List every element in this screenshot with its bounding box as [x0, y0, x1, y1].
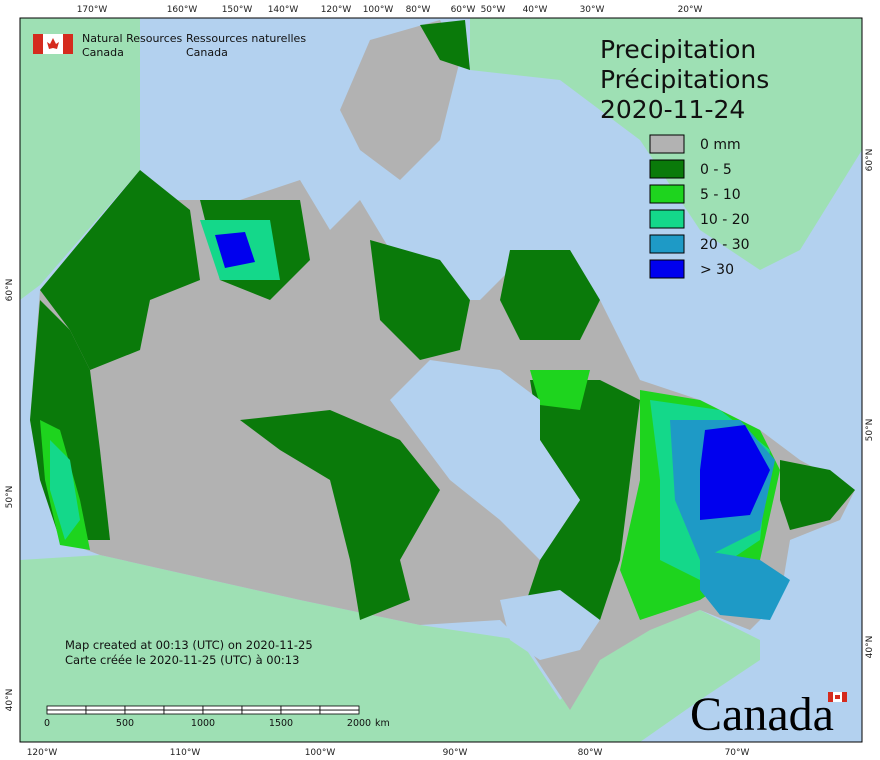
latitude-label: 60°N [865, 149, 875, 172]
scale-segment [280, 705, 321, 711]
longitude-label: 30°W [580, 5, 605, 15]
scale-segment [319, 709, 360, 715]
legend-swatch [649, 259, 685, 279]
legend-label: 0 - 5 [700, 162, 732, 178]
legend-label: 10 - 20 [700, 212, 750, 228]
longitude-label: 150°W [222, 5, 253, 15]
longitude-label: 80°W [406, 5, 431, 15]
longitude-label: 120°W [27, 748, 58, 758]
map-frame [19, 17, 863, 743]
longitude-label: 20°W [678, 5, 703, 15]
longitude-label: 40°W [523, 5, 548, 15]
longitude-label: 110°W [170, 748, 201, 758]
scale-segment [85, 705, 126, 711]
scale-segment [241, 705, 282, 711]
legend-swatch [649, 159, 685, 179]
scale-segment [163, 709, 204, 715]
scale-label: 1000 [191, 718, 215, 729]
longitude-label: 60°W [451, 5, 476, 15]
legend-label: 5 - 10 [700, 187, 741, 203]
org-name-fr: Ressources naturelles [186, 32, 306, 45]
scale-segment [85, 709, 126, 715]
scale-segment [163, 705, 204, 711]
zone-0-5 [420, 20, 470, 70]
scale-label: 2000 [347, 718, 371, 729]
zone-0-5 [500, 250, 600, 340]
alaska [20, 18, 140, 300]
scale-label: 1500 [269, 718, 293, 729]
longitude-label: 120°W [321, 5, 352, 15]
latitude-label: 50°N [865, 419, 875, 442]
latitude-label: 50°N [5, 486, 15, 509]
scale-segment [124, 705, 165, 711]
canada-wordmark: Canada [690, 688, 834, 741]
longitude-label: 90°W [443, 748, 468, 758]
scale-label: 0 [44, 718, 50, 729]
zone-over-30 [700, 425, 770, 520]
scale-segment [202, 709, 243, 715]
arctic-islands [340, 20, 460, 180]
zone-20-30 [700, 550, 790, 620]
zone-5-10 [530, 370, 590, 410]
scale-label: 500 [116, 718, 134, 729]
legend-swatch [649, 134, 685, 154]
longitude-label: 100°W [305, 748, 336, 758]
scale-segment [124, 709, 165, 715]
longitude-label: 100°W [363, 5, 394, 15]
map-date: 2020-11-24 [600, 95, 745, 124]
graticule-labels: 170°W 160°W 150°W 140°W 120°W 100°W 80°W 60°W 50… [5, 5, 875, 758]
zone-over-30 [215, 232, 255, 268]
legend-label: 0 mm [700, 137, 741, 153]
legend-swatch [649, 209, 685, 229]
legend-swatch [649, 234, 685, 254]
longitude-label: 80°W [578, 748, 603, 758]
longitude-label: 160°W [167, 5, 198, 15]
scale-segment [46, 705, 87, 711]
great-lakes [500, 590, 600, 660]
longitude-label: 170°W [77, 5, 108, 15]
hudson-bay [390, 360, 580, 560]
scale-segment [46, 709, 87, 715]
zone-0-5 [780, 460, 855, 530]
scale-segment [319, 705, 360, 711]
longitude-label: 70°W [725, 748, 750, 758]
org-name-en: Natural Resources [82, 32, 183, 45]
zone-10-20 [50, 440, 80, 540]
longitude-label: 50°W [481, 5, 506, 15]
latitude-label: 40°N [5, 689, 15, 712]
title-fr: Précipitations [600, 65, 769, 94]
scale-segment [241, 709, 282, 715]
created-fr: Carte créée le 2020-11-25 (UTC) à 00:13 [65, 653, 299, 667]
scale-segment [280, 709, 321, 715]
org-name-en: Canada [82, 46, 124, 59]
legend-swatch [649, 184, 685, 204]
created-en: Map created at 00:13 (UTC) on 2020-11-25 [65, 638, 313, 652]
wordmark-flag [828, 692, 847, 702]
scale-bar: 0 500 1000 1500 2000 km [44, 705, 390, 729]
latitude-label: 60°N [5, 279, 15, 302]
zone-0-5 [240, 410, 440, 620]
scale-segment [202, 705, 243, 711]
legend: 0 mm 0 - 5 5 - 10 10 - 20 20 - 30 > 30 [649, 134, 750, 279]
legend-label: 20 - 30 [700, 237, 750, 253]
canada-flag [33, 34, 73, 54]
legend-label: > 30 [700, 262, 734, 278]
latitude-label: 40°N [865, 636, 875, 659]
title-en: Precipitation [600, 35, 756, 64]
zone-0-5 [40, 170, 200, 370]
longitude-label: 140°W [268, 5, 299, 15]
org-name-fr: Canada [186, 46, 228, 59]
zone-0-5 [520, 380, 640, 650]
zone-0-5 [370, 240, 470, 360]
scale-unit: km [375, 718, 390, 729]
